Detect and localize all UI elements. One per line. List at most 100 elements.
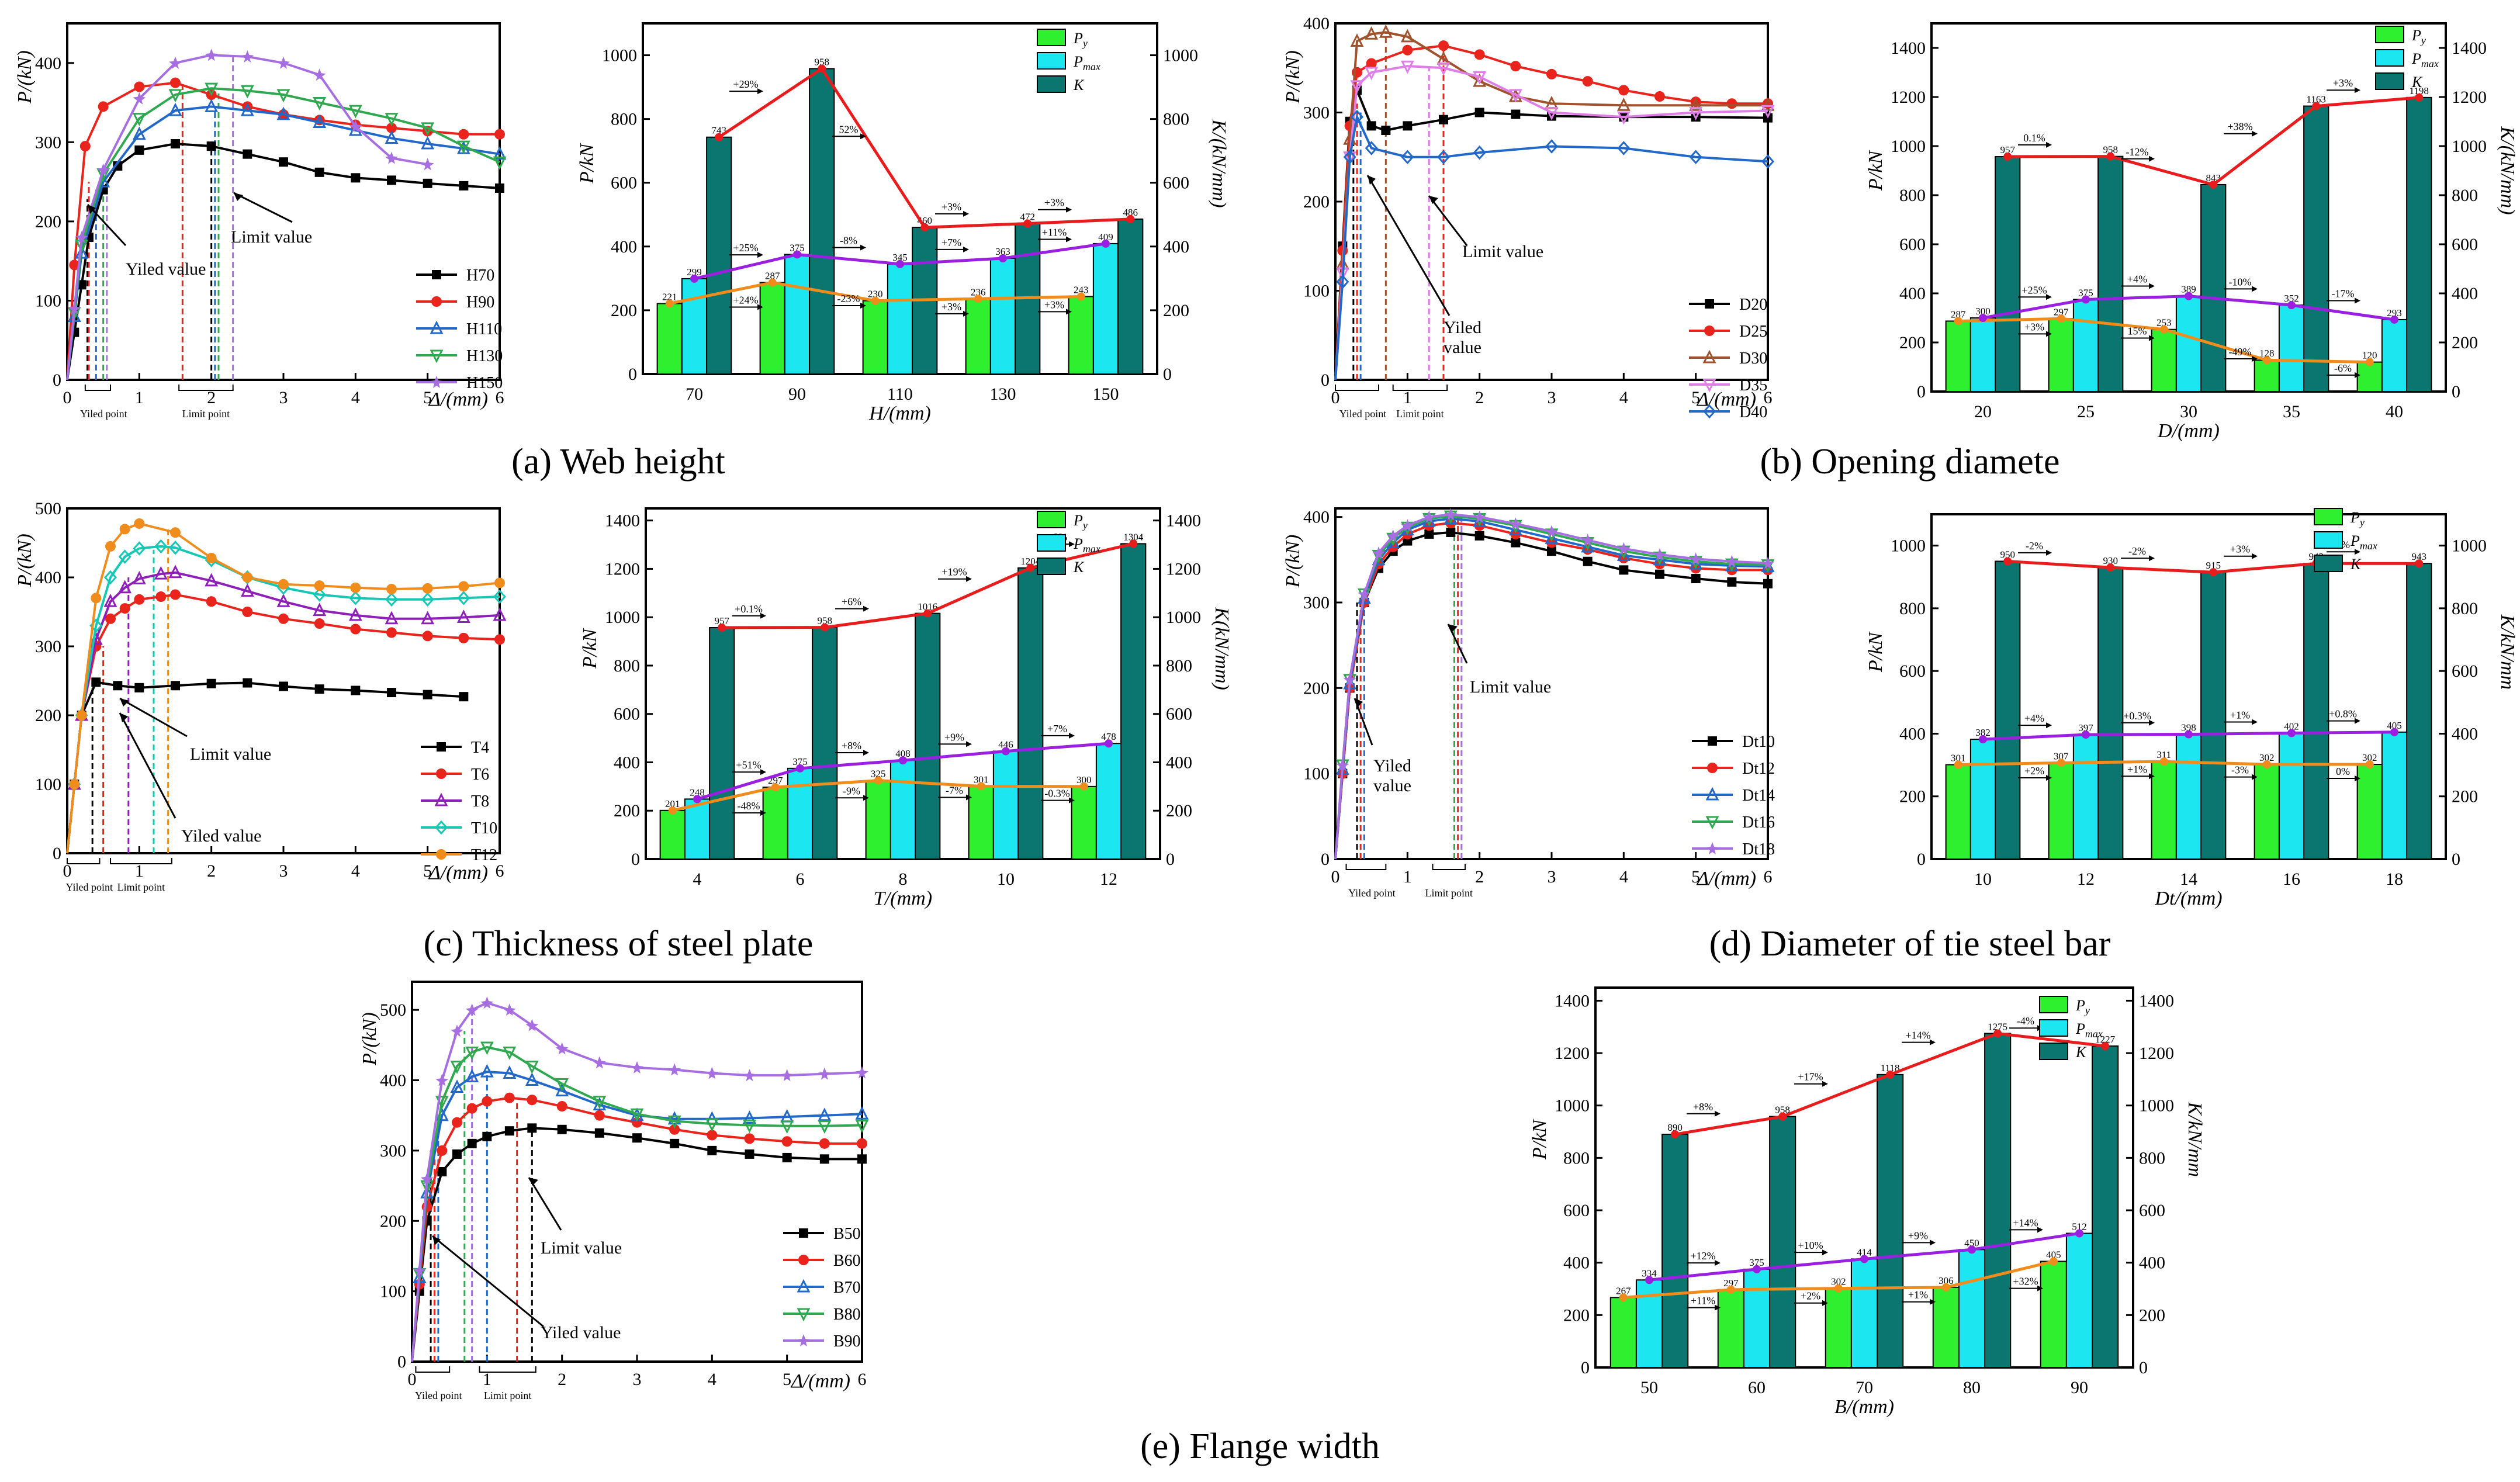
series-point-Dt10	[1727, 577, 1737, 587]
series-point-B80	[480, 1041, 494, 1055]
trend-point-Py	[1954, 760, 1962, 769]
legend-swatch	[2314, 531, 2343, 549]
series-point-B80	[630, 1108, 644, 1122]
limit-arrow	[1428, 195, 1468, 246]
legend-marker	[1702, 379, 1716, 393]
legend-label-Pmax: Pmax	[2075, 1020, 2103, 1040]
series-point-T4	[459, 692, 469, 702]
bar-K	[2303, 105, 2329, 392]
x-tick-label: 4	[351, 861, 360, 881]
yield-point-label: Yiled point	[80, 408, 127, 420]
trend-point-Py	[1726, 1285, 1735, 1294]
y-tick-label: 300	[1303, 593, 1330, 612]
x-tick-label: 3	[1548, 867, 1556, 887]
limit-arrow-head	[1448, 624, 1458, 632]
data-label-Pmax: 382	[1975, 727, 1991, 738]
series-point-B60	[744, 1133, 755, 1144]
legend-marker	[797, 1334, 810, 1346]
y-axis-label: P/kN	[1865, 631, 1886, 673]
yield-value-label: Yiled	[1444, 318, 1481, 337]
data-label-Py: 120	[2362, 350, 2377, 361]
y2-tick-label: 1400	[2139, 991, 2174, 1010]
series-point-B50	[504, 1126, 514, 1136]
pct-arrow-head	[1930, 1299, 1936, 1305]
yield-bracket	[1335, 385, 1379, 391]
series-point-T4	[279, 681, 288, 691]
x-tick-label: 90	[788, 385, 806, 404]
legend-marker	[797, 1308, 811, 1322]
curve-chart-d-curve: 0 1 2 3 4 5 6 0 100 200 300 400 P/(kN) Δ/(mm) Dt10 Dt12…	[1282, 507, 1775, 899]
y-tick-label: 0	[1917, 382, 1926, 401]
x-tick-label: 4	[708, 1370, 716, 1389]
yield-value-label: value	[1373, 776, 1411, 795]
series-point-Dt10	[1474, 531, 1484, 541]
pct-label-pct_pmax: +10%	[1798, 1239, 1823, 1251]
pct-label-pct_pmax: +7%	[941, 237, 961, 248]
series-point-Dt18	[1422, 510, 1436, 523]
legend-marker	[1705, 816, 1719, 830]
series-point-H130	[240, 85, 254, 99]
series-point-D30	[1616, 97, 1631, 111]
series-point-B70	[525, 1072, 539, 1086]
trend-point-K	[2101, 1041, 2110, 1050]
series-point-B80	[818, 1120, 832, 1134]
series-point-H150	[349, 120, 362, 133]
x-axis-label: T/(mm)	[874, 888, 932, 909]
x-tick-label: 1	[1403, 388, 1412, 407]
series-point-T10	[421, 592, 434, 607]
y-axis-label: P/(kN)	[1282, 535, 1304, 588]
y-tick-label: 100	[380, 1282, 406, 1301]
yield-arrow	[1366, 175, 1451, 316]
pct-arrow-head	[2046, 331, 2052, 337]
series-point-T10	[385, 592, 399, 607]
yield-value-label: Yiled value	[126, 259, 206, 279]
limit-bracket	[1432, 864, 1466, 870]
series-point-T8	[421, 611, 435, 625]
y-tick-label: 1400	[605, 511, 640, 531]
series-point-Dt18	[1444, 508, 1458, 521]
pct-arrow-head	[2252, 719, 2258, 725]
y-tick-label: 0	[1917, 850, 1926, 869]
y2-tick-label: 800	[1163, 110, 1189, 129]
x-tick-label: 4	[351, 388, 360, 407]
yield-arrow	[86, 203, 127, 247]
x-tick-label: 6	[1764, 388, 1773, 407]
series-point-B60	[556, 1101, 567, 1112]
y-tick-label: 0	[1321, 850, 1330, 869]
caption-a: (a) Web height	[511, 442, 725, 482]
yield-bracket	[84, 385, 111, 391]
series-point-D25	[1510, 61, 1521, 72]
trend-point-Pmax	[690, 274, 698, 283]
y-tick-label: 400	[35, 568, 61, 587]
x-tick-label: 10	[1974, 870, 1992, 889]
limit-value-label: Limit value	[190, 745, 271, 764]
pct-label-pct_pmax: -8%	[840, 235, 857, 247]
trend-point-Py	[974, 295, 982, 303]
trend-point-Pmax	[1968, 1245, 1976, 1254]
data-label-Pmax: 512	[2072, 1221, 2087, 1232]
series-line-Dt18	[1334, 513, 1768, 860]
series-point-B90	[743, 1069, 756, 1082]
y2-tick-label: 400	[2139, 1254, 2165, 1273]
y2-tick-label: 200	[2452, 333, 2478, 352]
trend-point-K	[718, 624, 726, 632]
x-tick-label: 1	[135, 388, 144, 407]
pct-arrow-head	[757, 304, 763, 310]
data-label-Py: 267	[1616, 1285, 1631, 1296]
x-tick-label: 8	[899, 870, 908, 889]
legend-label-Pmax: Pmax	[2411, 50, 2439, 70]
y-tick-label: 800	[1899, 186, 1926, 205]
series-point-D40	[1436, 150, 1451, 164]
x-tick-label: 90	[2071, 1378, 2088, 1397]
y-tick-label: 400	[1303, 508, 1330, 527]
x-tick-label: 10	[997, 870, 1015, 889]
series-point-B80	[705, 1118, 719, 1132]
y2-tick-label: 400	[1166, 753, 1192, 772]
bar-Pmax	[2278, 732, 2305, 860]
trend-point-K	[715, 133, 724, 141]
trend-point-Py	[1834, 1284, 1843, 1293]
series-line-Dt12	[1334, 521, 1768, 860]
data-label-Pmax: 409	[1098, 231, 1113, 243]
series-point-B50	[707, 1145, 717, 1155]
